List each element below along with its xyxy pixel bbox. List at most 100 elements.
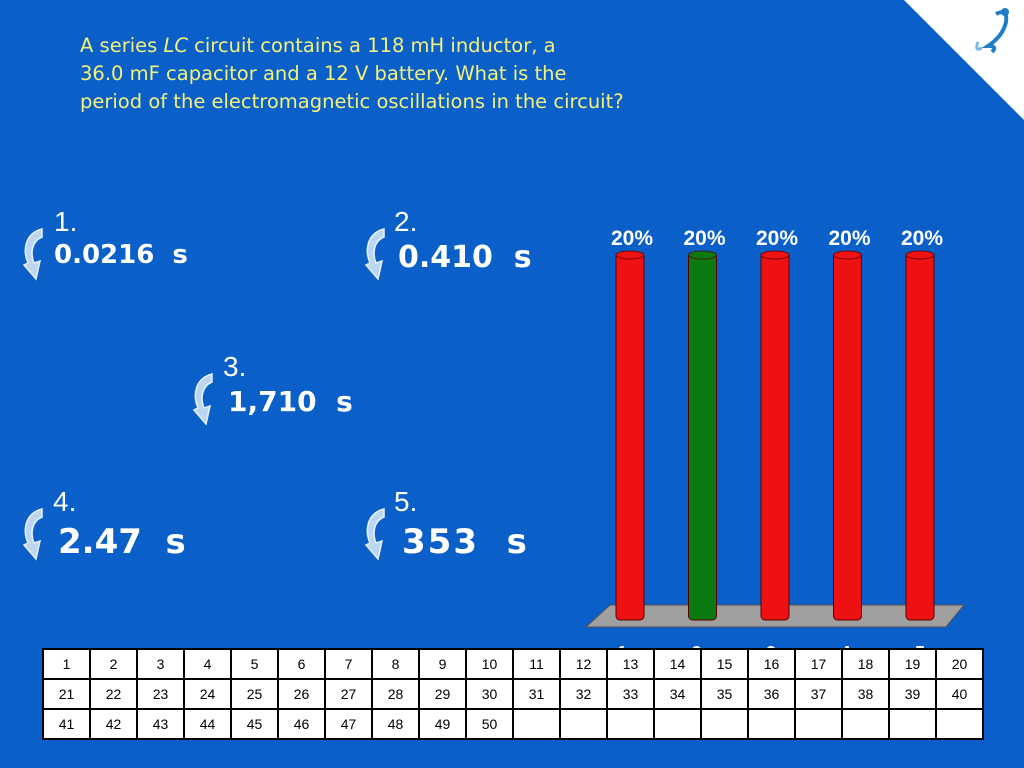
curved-arrow-icon — [22, 508, 43, 561]
grid-cell: 39 — [888, 678, 937, 710]
answer-number: 2. — [394, 206, 418, 237]
grid-cell: 43 — [136, 708, 185, 740]
chart-bar-cap — [688, 250, 717, 260]
grid-cell — [606, 708, 655, 740]
chart-bar-cap — [833, 250, 862, 260]
grid-cell: 29 — [418, 678, 467, 710]
grid-cell: 4 — [183, 648, 232, 680]
grid-cell — [653, 708, 702, 740]
grid-cell: 21 — [42, 678, 91, 710]
curved-arrow-icon — [22, 228, 43, 281]
grid-cell: 17 — [794, 648, 843, 680]
answer-number: 3. — [223, 351, 247, 382]
grid-cell: 28 — [371, 678, 420, 710]
grid-cell: 44 — [183, 708, 232, 740]
chart-data-label: 20% — [828, 227, 870, 250]
grid-cell: 34 — [653, 678, 702, 710]
grid-row: 41 42 43 44 45 46 47 48 49 50 — [42, 708, 984, 740]
grid-cell: 33 — [606, 678, 655, 710]
grid-cell: 47 — [324, 708, 373, 740]
grid-cell: 38 — [841, 678, 890, 710]
grid-row: 1 2 3 4 5 6 7 8 9 10 11 12 13 14 15 16 17 18 19 20 — [42, 648, 984, 680]
grid-cell: 10 — [465, 648, 514, 680]
grid-cell: 35 — [700, 678, 749, 710]
answer-number: 1. — [54, 206, 78, 237]
chart-bar-cap — [905, 250, 935, 260]
grid-cell: 2 — [89, 648, 138, 680]
grid-cell: 14 — [653, 648, 702, 680]
grid-cell: 20 — [935, 648, 984, 680]
question-line-1b: circuit contains a 118 mH inductor, a — [187, 34, 556, 57]
question-lc: LC — [163, 34, 188, 57]
grid-cell: 3 — [136, 648, 185, 680]
grid-cell: 31 — [512, 678, 561, 710]
chart-bar — [833, 252, 862, 621]
grid-cell: 41 — [42, 708, 91, 740]
chart-data-label: 20% — [611, 227, 653, 250]
grid-cell: 15 — [700, 648, 749, 680]
grid-cell: 27 — [324, 678, 373, 710]
chart-data-label: 20% — [756, 227, 798, 250]
grid-cell: 45 — [230, 708, 279, 740]
grid-row: 21 22 23 24 25 26 27 28 29 30 31 32 33 34 35 36 37 38 39 40 — [42, 678, 984, 710]
grid-cell: 42 — [89, 708, 138, 740]
grid-cell — [888, 708, 937, 740]
grid-cell: 50 — [465, 708, 514, 740]
grid-cell — [794, 708, 843, 740]
grid-cell: 24 — [183, 678, 232, 710]
grid-cell: 13 — [606, 648, 655, 680]
grid-cell — [841, 708, 890, 740]
grid-cell: 19 — [888, 648, 937, 680]
chart-bar — [615, 252, 645, 621]
grid-cell — [559, 708, 608, 740]
grid-cell: 36 — [747, 678, 796, 710]
response-bar-chart: 20%120%220%320%420%5 — [584, 227, 966, 663]
answer-value: 2.47 s — [58, 522, 186, 562]
grid-cell: 7 — [324, 648, 373, 680]
chart-bar-cap — [615, 250, 645, 260]
grid-cell: 46 — [277, 708, 326, 740]
chart-data-label: 20% — [683, 227, 725, 250]
grid-cell — [700, 708, 749, 740]
grid-cell — [512, 708, 561, 740]
chart-bar — [905, 252, 935, 621]
answer-value: 353 s — [402, 522, 529, 562]
question-line-1a: A series — [80, 34, 164, 57]
answer-value: 1,710 s — [228, 385, 353, 418]
grid-cell: 30 — [465, 678, 514, 710]
grid-cell — [935, 708, 984, 740]
grid-cell: 26 — [277, 678, 326, 710]
grid-cell — [747, 708, 796, 740]
i-clicker-logo-icon — [904, 0, 1024, 120]
answer-value: 0.410 s — [398, 240, 532, 275]
chart-bar-cap — [760, 250, 790, 260]
curved-arrow-icon — [192, 373, 213, 426]
answer-number: 4. — [53, 486, 77, 517]
answer-number: 5. — [394, 486, 418, 517]
chart-data-label: 20% — [901, 227, 943, 250]
grid-cell: 8 — [371, 648, 420, 680]
grid-cell: 18 — [841, 648, 890, 680]
curved-arrow-icon — [364, 508, 385, 561]
grid-cell: 23 — [136, 678, 185, 710]
grid-cell: 1 — [42, 648, 91, 680]
answer-value: 0.0216 s — [54, 240, 188, 270]
grid-cell: 9 — [418, 648, 467, 680]
question-line-2: 36.0 mF capacitor and a 12 V battery. Wh… — [80, 62, 567, 85]
grid-cell: 16 — [747, 648, 796, 680]
grid-cell: 22 — [89, 678, 138, 710]
chart-bar — [760, 252, 790, 621]
chart-bar — [688, 252, 717, 621]
question-text: A series LC circuit contains a 118 mH in… — [80, 32, 740, 116]
grid-cell: 11 — [512, 648, 561, 680]
grid-cell: 6 — [277, 648, 326, 680]
grid-cell: 32 — [559, 678, 608, 710]
question-line-3: period of the electromagnetic oscillatio… — [80, 90, 624, 113]
grid-cell: 37 — [794, 678, 843, 710]
response-grid: 1 2 3 4 5 6 7 8 9 10 11 12 13 14 15 16 17 18 19 20 21 22 23 24 2… — [42, 648, 984, 740]
grid-cell: 49 — [418, 708, 467, 740]
grid-cell: 5 — [230, 648, 279, 680]
grid-cell: 12 — [559, 648, 608, 680]
grid-cell: 40 — [935, 678, 984, 710]
curved-arrow-icon — [364, 228, 385, 281]
